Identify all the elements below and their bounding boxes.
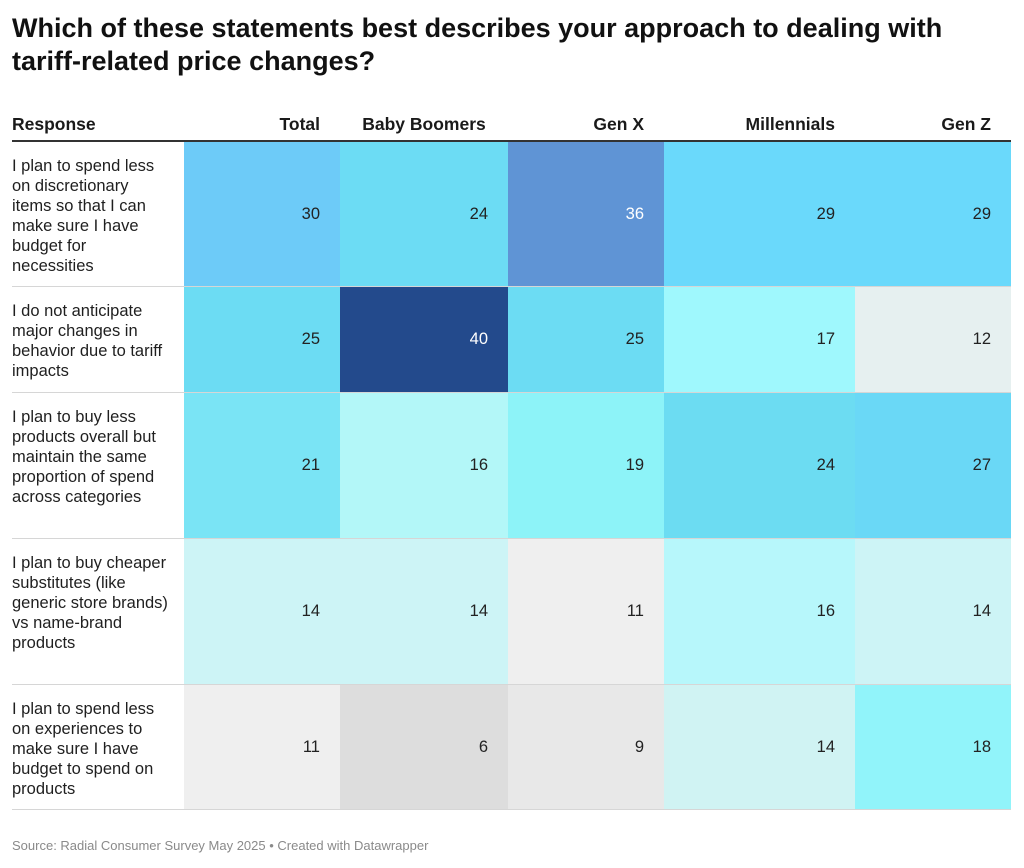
cell-gen-x: 36 <box>508 142 664 286</box>
row-label: I plan to buy cheaper substitutes (like … <box>12 554 168 652</box>
cell-gen-x: 19 <box>508 393 664 538</box>
row-label: I plan to spend less on discretionary it… <box>12 157 155 275</box>
cell-gen-z: 27 <box>855 393 1011 538</box>
cell-gen-z: 12 <box>855 287 1011 392</box>
cell-total: 11 <box>184 685 340 809</box>
cell-baby-boomers: 40 <box>340 287 508 392</box>
cell-gen-z: 29 <box>855 142 1011 286</box>
cell-baby-boomers: 14 <box>340 539 508 684</box>
chart-title: Which of these statements best describes… <box>12 13 943 76</box>
cell-gen-x: 25 <box>508 287 664 392</box>
cell-millennials: 24 <box>664 393 855 538</box>
cell-baby-boomers: 24 <box>340 142 508 286</box>
row-label: I plan to spend less on experiences to m… <box>12 700 155 798</box>
cell-total: 21 <box>184 393 340 538</box>
table-row: I plan to buy less products overall but … <box>12 393 1011 539</box>
column-header-gen-x: Gen X <box>593 113 644 134</box>
column-header-baby-boomers: Baby Boomers <box>362 113 486 134</box>
table-body: I plan to spend less on discretionary it… <box>12 142 1011 810</box>
source-footer: Source: Radial Consumer Survey May 2025 … <box>12 838 429 853</box>
cell-gen-x: 11 <box>508 539 664 684</box>
cell-millennials: 14 <box>664 685 855 809</box>
table-row: I plan to buy cheaper substitutes (like … <box>12 539 1011 685</box>
cell-baby-boomers: 16 <box>340 393 508 538</box>
row-label: I plan to buy less products overall but … <box>12 408 156 506</box>
cell-total: 25 <box>184 287 340 392</box>
cell-total: 30 <box>184 142 340 286</box>
table-row: I plan to spend less on discretionary it… <box>12 142 1011 287</box>
table-row: I do not anticipate major changes in beh… <box>12 287 1011 393</box>
cell-total: 14 <box>184 539 340 684</box>
cell-millennials: 17 <box>664 287 855 392</box>
row-label: I do not anticipate major changes in beh… <box>12 302 163 380</box>
data-table: Response Total Baby Boomers Gen X Millen… <box>12 108 1011 810</box>
cell-gen-x: 9 <box>508 685 664 809</box>
cell-gen-z: 14 <box>855 539 1011 684</box>
column-header-total: Total <box>279 113 320 134</box>
table-row: I plan to spend less on experiences to m… <box>12 685 1011 810</box>
table-header: Response Total Baby Boomers Gen X Millen… <box>12 108 1011 142</box>
cell-baby-boomers: 6 <box>340 685 508 809</box>
cell-millennials: 29 <box>664 142 855 286</box>
column-header-millennials: Millennials <box>745 113 835 134</box>
cell-gen-z: 18 <box>855 685 1011 809</box>
cell-millennials: 16 <box>664 539 855 684</box>
column-header-response: Response <box>12 113 96 134</box>
column-header-gen-z: Gen Z <box>941 113 991 134</box>
